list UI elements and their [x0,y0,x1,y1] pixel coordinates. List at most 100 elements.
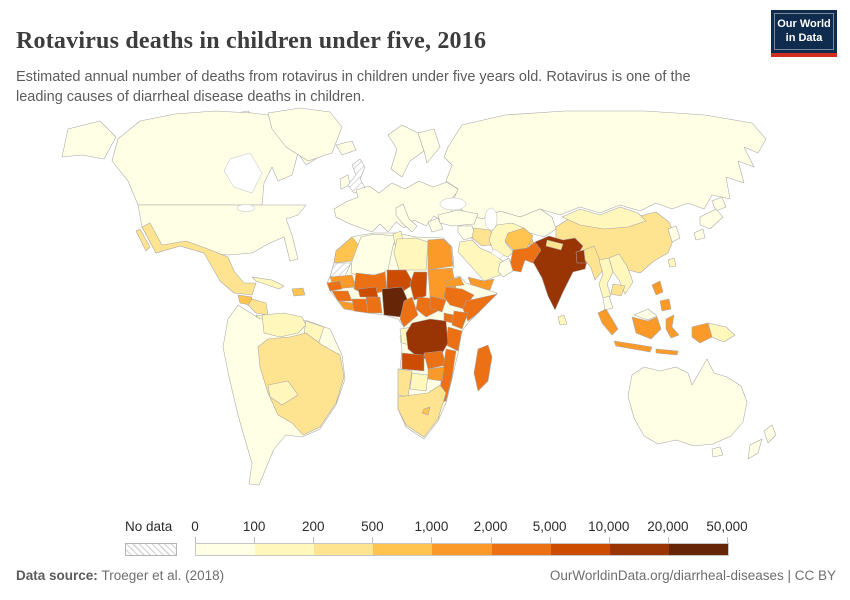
country-new-zealand-south[interactable] [747,438,763,460]
legend-tick-label: 500 [361,519,384,534]
map-legend: No data 0 100 200 500 1,000 2,000 5,000 10,000 2… [125,517,748,559]
country-south-africa[interactable] [397,384,447,438]
country-cuba[interactable] [251,276,285,290]
legend-tick-label: 200 [301,519,325,534]
country-indonesia-sumatra[interactable] [597,308,619,336]
world-map-container [0,104,850,508]
country-egypt[interactable] [427,238,454,271]
country-ireland[interactable] [339,174,351,190]
country-australia-tasmania[interactable] [711,446,724,458]
country-turkey[interactable] [437,209,479,227]
country-laos-vietnam[interactable] [608,253,634,295]
legend-no-data[interactable]: No data [125,517,177,559]
country-hispaniola[interactable] [291,287,306,297]
country-usa[interactable] [137,204,307,262]
legend-tick-label: 1,000 [414,519,449,534]
legend-color-bar[interactable] [195,543,729,556]
legend-bin-swatch[interactable] [314,544,374,555]
country-burkina-faso[interactable] [357,286,379,298]
country-indonesia-borneo[interactable] [631,316,662,340]
country-myanmar[interactable] [583,245,604,281]
country-bolivia[interactable] [267,380,299,406]
country-botswana[interactable] [409,372,429,392]
great-lakes [236,204,256,212]
legend-bin-swatch[interactable] [255,544,315,555]
country-japan-kyushu[interactable] [693,228,706,241]
country-libya[interactable] [393,237,429,271]
country-usa-alaska[interactable] [61,120,117,160]
country-malaysia-borneo[interactable] [633,308,658,321]
caspian-sea [484,207,498,231]
credit-line[interactable]: OurWorldinData.org/diarrheal-diseases | … [549,568,836,583]
country-sri-lanka[interactable] [557,314,568,326]
legend-bin-swatch[interactable] [550,544,610,555]
legend-bin-swatch[interactable] [432,544,492,555]
country-papua-new-guinea[interactable] [707,322,736,343]
country-bangladesh[interactable] [575,249,587,264]
country-uganda[interactable] [443,312,455,324]
legend-bin-swatch[interactable] [373,544,433,555]
country-new-zealand-north[interactable] [763,424,777,444]
country-indonesia-papua[interactable] [691,322,713,344]
legend-bin-swatch[interactable] [196,544,256,555]
country-kenya[interactable] [451,310,469,330]
country-nepal[interactable] [545,239,564,251]
country-levant[interactable] [457,225,477,241]
country-ivory-coast[interactable] [351,298,369,314]
country-mongolia[interactable] [561,206,647,230]
country-greenland[interactable] [267,107,343,162]
country-cameroon[interactable] [399,296,419,328]
country-indonesia-sulawesi[interactable] [665,314,680,339]
country-japan-honshu[interactable] [699,208,724,230]
country-madagascar[interactable] [473,344,493,392]
country-angola[interactable] [401,352,425,372]
country-lesotho[interactable] [421,406,431,416]
country-korea[interactable] [667,225,681,243]
country-venezuela[interactable] [261,312,307,338]
owid-logo[interactable]: Our World in Data [771,10,837,57]
country-iceland[interactable] [335,140,357,156]
country-senegal[interactable] [326,280,343,292]
owid-logo-line1: Our World [777,18,831,30]
country-south-sudan[interactable] [429,295,447,313]
country-zimbabwe[interactable] [427,366,445,382]
country-brazil[interactable] [257,332,345,436]
legend-tick-label: 2,000 [473,519,508,534]
region-italy[interactable] [395,203,418,233]
legend-tick-label: 0 [191,519,199,534]
no-data-label: No data [125,519,173,534]
country-cambodia[interactable] [610,283,626,297]
country-philippines-luzon[interactable] [651,280,664,296]
country-guinea[interactable] [331,290,353,302]
country-australia[interactable] [627,358,748,447]
country-eritrea[interactable] [445,276,465,288]
data-source-value: Troeger et al. (2018) [101,568,225,583]
legend-tick-label: 100 [242,519,266,534]
legend-tick-label: 10,000 [588,519,630,534]
country-mexico[interactable] [141,222,257,296]
legend-bin-swatch[interactable] [609,544,669,555]
country-indonesia-java[interactable] [613,340,653,353]
legend-bin-swatch[interactable] [491,544,551,555]
country-india[interactable] [532,235,589,311]
data-source-label: Data source: [16,568,98,583]
country-ghana-togo-benin[interactable] [365,296,383,314]
country-niger[interactable] [386,269,415,293]
country-honduras-nicaragua[interactable] [247,298,269,316]
country-philippines-mindanao[interactable] [659,298,672,312]
country-malaysia-peninsula[interactable] [602,295,614,311]
region-greece[interactable] [427,217,444,233]
country-taiwan[interactable] [667,257,677,268]
owid-logo-line2: in Data [785,32,823,45]
region-scandinavia[interactable] [387,124,425,178]
country-mexico-baja[interactable] [135,228,151,252]
country-indonesia-lesser-sunda[interactable] [655,348,679,356]
legend-bin-swatch[interactable] [668,544,728,555]
world-map [61,107,777,486]
no-data-swatch[interactable] [125,543,177,556]
country-oman[interactable] [497,257,514,278]
region-finland[interactable] [417,128,441,164]
country-somalia[interactable] [462,293,498,322]
country-japan-hokkaido[interactable] [711,196,727,212]
